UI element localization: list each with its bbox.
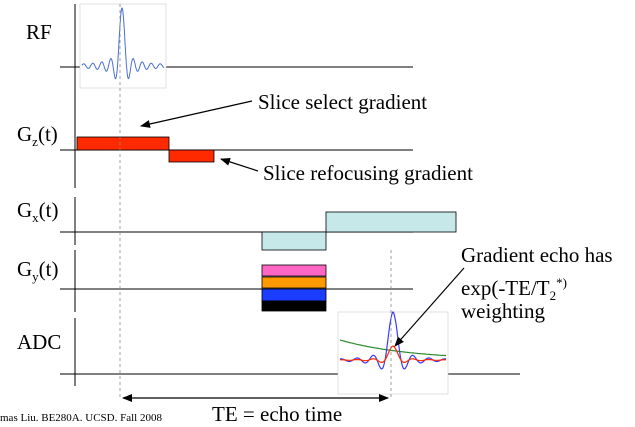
readout-gradient-lobe bbox=[325, 211, 457, 233]
echo-signal-blue-curve bbox=[339, 311, 447, 370]
gz-row bbox=[60, 92, 413, 188]
phase-encode-step-pink bbox=[261, 264, 327, 277]
phase-encode-step-black bbox=[261, 300, 327, 312]
rf-sinc-pulse-plot bbox=[79, 3, 167, 89]
phase-encode-step-orange bbox=[261, 276, 327, 289]
slice-select-gradient-lobe bbox=[76, 136, 170, 151]
readout-prephaser-lobe bbox=[261, 231, 327, 251]
gradient-echo-annotation-line1: Gradient echo has bbox=[461, 243, 613, 267]
gradient-echo-annotation-line2: exp(-TE/T2*) bbox=[461, 275, 567, 304]
gradient-echo-signal-plot bbox=[337, 311, 449, 395]
phase-encode-step-blue bbox=[261, 288, 327, 302]
adc-label: ADC bbox=[17, 330, 62, 354]
echo-signal-red-curve bbox=[340, 345, 446, 363]
slice-select-annotation: Slice select gradient bbox=[258, 90, 428, 114]
slice-refocus-annotation: Slice refocusing gradient bbox=[263, 161, 473, 185]
t2star-decay-curve bbox=[339, 339, 447, 357]
gy-row bbox=[60, 250, 413, 312]
te-label: TE = echo time bbox=[212, 402, 343, 426]
gradient-echo-annotation-line3: weighting bbox=[461, 299, 545, 323]
rf-label: RF bbox=[26, 20, 52, 44]
gx-label: Gx(t) bbox=[17, 198, 59, 226]
footer-credit: mas Liu. BE280A. UCSD. Fall 2008 bbox=[0, 412, 162, 424]
slice-select-arrow bbox=[140, 100, 253, 128]
slice-refocusing-gradient-lobe bbox=[168, 149, 215, 163]
gx-row bbox=[60, 197, 457, 251]
gz-label: Gz(t) bbox=[17, 122, 58, 150]
slice-refocus-arrow bbox=[220, 157, 259, 172]
gradient-echo-arrow bbox=[394, 267, 465, 347]
adc-row bbox=[60, 311, 520, 395]
gy-label: Gy(t) bbox=[17, 257, 59, 285]
rf-row bbox=[60, 3, 413, 92]
rf-sinc-curve bbox=[81, 7, 165, 80]
